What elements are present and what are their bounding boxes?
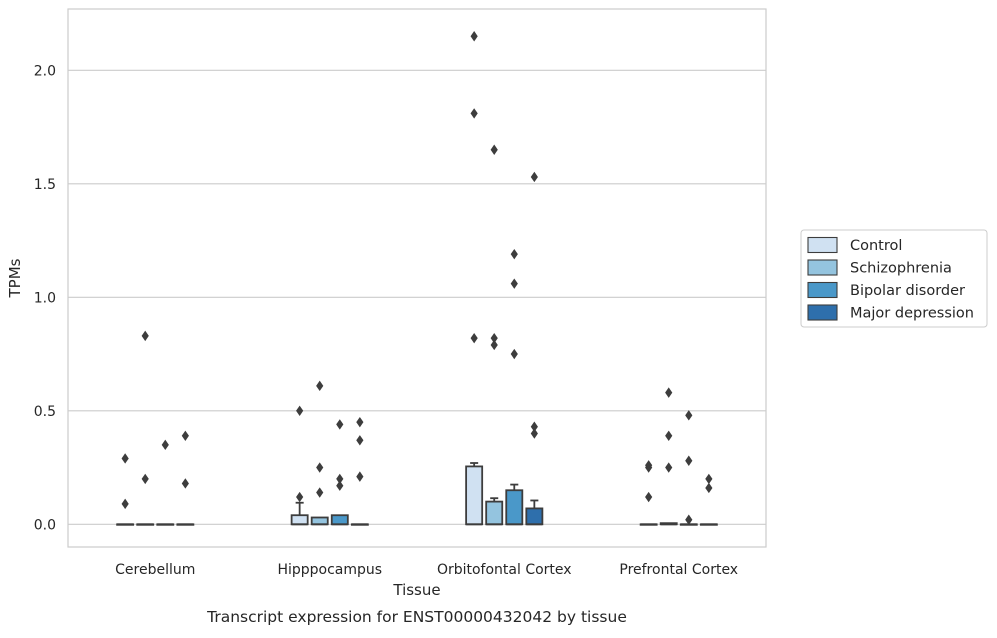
outlier-point <box>530 428 538 439</box>
outlier-point <box>705 482 713 494</box>
outlier-point <box>336 480 344 491</box>
box-bipolar-disorder <box>505 489 524 526</box>
outlier-point <box>316 487 324 498</box>
y-axis-label: TPMs <box>6 258 24 298</box>
outlier-point <box>510 278 518 289</box>
y-tick-label: 0.5 <box>34 404 56 420</box>
outlier-point <box>470 31 478 42</box>
boxes <box>116 462 718 526</box>
box-bipolar-disorder <box>330 514 349 526</box>
plot-area-frame <box>67 8 767 548</box>
legend: Control Schizophrenia Bipolar disorder Majo… <box>800 229 988 328</box>
box-schizophrenia <box>310 516 329 526</box>
outlier-point <box>181 478 189 489</box>
outlier-point <box>645 462 653 473</box>
x-tick-label: Hipppocampus <box>277 562 382 578</box>
outlier-point <box>510 348 518 360</box>
outlier-point <box>121 453 129 464</box>
legend-label: Schizophrenia <box>850 261 952 277</box>
outlier-point <box>685 514 693 525</box>
outlier-point <box>490 339 498 351</box>
outlier-point <box>685 410 693 421</box>
y-tick-label: 1.5 <box>34 177 56 193</box>
outlier-point <box>356 471 364 482</box>
legend-swatch <box>807 281 838 299</box>
outlier-point <box>490 144 498 155</box>
outlier-point <box>336 419 344 430</box>
gridlines <box>68 69 766 525</box>
x-axis-label: Tissue <box>392 581 440 599</box>
outlier-point <box>685 455 693 466</box>
outlier-point <box>530 171 538 183</box>
outlier-point <box>356 416 364 428</box>
x-tick-labels: Cerebellum Hipppocampus Orbitofontal Corte… <box>115 562 738 578</box>
box-control <box>465 465 484 526</box>
outlier-point <box>356 435 364 446</box>
outlier-point <box>141 330 149 342</box>
x-tick-label: Cerebellum <box>115 562 195 578</box>
legend-swatch <box>807 304 838 321</box>
x-tick-label: Prefrontal Cortex <box>619 562 738 578</box>
outlier-point <box>141 473 149 485</box>
outlier-point <box>665 430 673 441</box>
outlier-point <box>296 491 304 503</box>
outlier-point <box>336 473 344 485</box>
y-tick-label: 0.0 <box>34 517 56 533</box>
outlier-point <box>121 498 129 510</box>
x-tick-label: Orbitofontal Cortex <box>437 562 572 578</box>
chart-caption: Transcript expression for ENST0000043204… <box>206 608 627 626</box>
legend-swatch <box>807 236 838 254</box>
y-tick-label: 2.0 <box>34 63 56 79</box>
outlier-point <box>161 439 169 451</box>
outlier-point <box>296 405 304 416</box>
outlier-point <box>705 473 713 485</box>
outlier-point <box>665 387 673 398</box>
outliers <box>121 31 713 525</box>
outlier-point <box>645 491 653 503</box>
legend-label: Bipolar disorder <box>850 283 965 299</box>
box-schizophrenia <box>485 500 504 526</box>
outlier-point <box>665 462 673 473</box>
outlier-point <box>181 430 189 441</box>
box-major-depression <box>525 507 544 526</box>
outlier-point <box>530 421 538 432</box>
y-tick-label: 1.0 <box>34 290 56 306</box>
legend-label: Control <box>850 238 902 254</box>
outlier-point <box>470 332 478 344</box>
legend-label: Major depression <box>850 306 974 322</box>
outlier-point <box>316 380 324 392</box>
box-control <box>290 514 309 526</box>
legend-swatch <box>807 259 838 276</box>
outlier-point <box>470 108 478 119</box>
outlier-point <box>510 248 518 260</box>
y-tick-labels: 0.0 0.5 1.0 1.5 2.0 <box>34 63 56 533</box>
outlier-point <box>316 462 324 473</box>
legend-frame <box>800 229 988 328</box>
outlier-point <box>490 332 498 344</box>
